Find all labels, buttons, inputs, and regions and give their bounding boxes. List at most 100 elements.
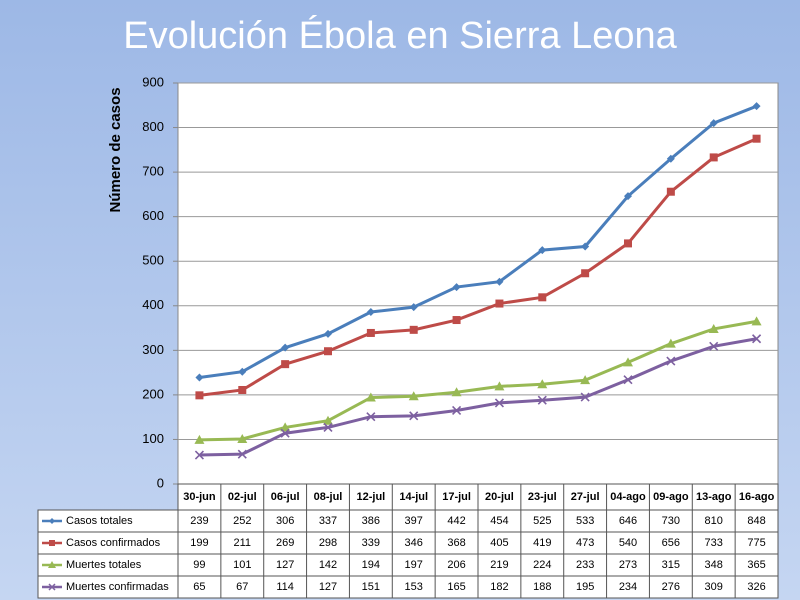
legend-label: Casos totales <box>66 515 133 527</box>
marker <box>195 391 204 400</box>
marker <box>409 411 419 421</box>
marker <box>366 412 376 422</box>
table-cell: 397 <box>405 515 423 527</box>
legend-marker <box>48 583 56 591</box>
marker <box>494 398 504 408</box>
legend-marker <box>49 540 55 546</box>
y-tick-label: 600 <box>142 208 164 223</box>
marker <box>709 153 718 162</box>
table-cell: 252 <box>233 515 251 527</box>
y-tick-label: 400 <box>142 297 164 312</box>
table-cell: 153 <box>405 581 423 593</box>
x-tick-label: 14-jul <box>399 491 428 503</box>
marker <box>665 338 676 348</box>
table-cell: 368 <box>447 537 465 549</box>
table-cell: 273 <box>619 559 637 571</box>
marker <box>237 449 247 459</box>
x-tick-label: 30-jun <box>183 491 216 503</box>
table-cell: 326 <box>747 581 765 593</box>
marker <box>752 334 762 344</box>
table-cell: 127 <box>319 581 337 593</box>
table-cell: 775 <box>747 537 765 549</box>
marker <box>580 375 591 385</box>
y-tick-label: 500 <box>142 253 164 268</box>
table-cell: 165 <box>447 581 465 593</box>
table-cell: 199 <box>190 537 208 549</box>
y-tick-label: 800 <box>142 119 164 134</box>
table-cell: 733 <box>705 537 723 549</box>
x-tick-label: 04-ago <box>610 491 646 503</box>
marker <box>409 303 418 312</box>
table-cell: 151 <box>362 581 380 593</box>
marker <box>708 323 719 333</box>
marker <box>280 422 291 432</box>
table-cell: 473 <box>576 537 594 549</box>
y-tick-label: 700 <box>142 164 164 179</box>
table-cell: 348 <box>705 559 723 571</box>
marker <box>237 433 248 443</box>
marker <box>666 187 675 196</box>
table-cell: 67 <box>236 581 248 593</box>
table-cell: 224 <box>533 559 551 571</box>
x-tick-label: 06-jul <box>271 491 300 503</box>
table-cell: 525 <box>533 515 551 527</box>
legend-label: Muertes confirmadas <box>66 581 169 593</box>
y-tick-label: 0 <box>157 475 164 490</box>
table-cell: 239 <box>190 515 208 527</box>
table-cell: 276 <box>662 581 680 593</box>
marker <box>537 379 548 389</box>
chart-title: Evolución Ébola en Sierra Leona <box>123 14 677 57</box>
table-cell: 346 <box>405 537 423 549</box>
marker <box>624 192 632 201</box>
marker <box>366 328 375 337</box>
marker <box>581 242 590 251</box>
table-cell: 315 <box>662 559 680 571</box>
marker <box>194 450 204 460</box>
marker <box>238 367 247 376</box>
marker <box>623 375 633 385</box>
marker <box>194 434 205 444</box>
table-cell: 306 <box>276 515 294 527</box>
marker <box>666 356 676 366</box>
marker <box>281 360 290 369</box>
table-cell: 298 <box>319 537 337 549</box>
table-cell: 197 <box>405 559 423 571</box>
table-cell: 142 <box>319 559 337 571</box>
series-line <box>199 319 757 442</box>
table-cell: 309 <box>705 581 723 593</box>
marker <box>323 415 333 425</box>
marker <box>324 329 332 338</box>
legend-label: Muertes totales <box>66 559 142 571</box>
series-line <box>199 104 758 379</box>
marker <box>538 293 547 302</box>
table-cell: 337 <box>319 515 337 527</box>
table-cell: 99 <box>193 559 205 571</box>
table-cell: 233 <box>576 559 594 571</box>
y-tick-label: 300 <box>142 342 164 357</box>
table-cell: 533 <box>576 515 594 527</box>
series-line <box>199 337 757 457</box>
marker <box>324 347 332 356</box>
marker <box>581 269 590 278</box>
marker <box>238 385 247 394</box>
marker <box>452 405 462 416</box>
marker <box>495 299 504 308</box>
table-cell: 540 <box>619 537 637 549</box>
table-cell: 269 <box>276 537 294 549</box>
marker <box>666 154 675 163</box>
table-cell: 114 <box>276 581 294 593</box>
table-cell: 194 <box>362 559 380 571</box>
marker <box>494 381 505 391</box>
x-tick-label: 17-jul <box>442 491 471 503</box>
marker <box>452 316 461 325</box>
marker <box>280 428 290 438</box>
marker <box>495 277 504 286</box>
table-cell: 101 <box>233 559 251 571</box>
table-cell: 365 <box>747 559 765 571</box>
marker <box>366 308 375 317</box>
marker <box>409 325 418 334</box>
marker <box>537 395 547 405</box>
y-tick-label: 100 <box>142 431 164 446</box>
marker <box>365 392 376 402</box>
